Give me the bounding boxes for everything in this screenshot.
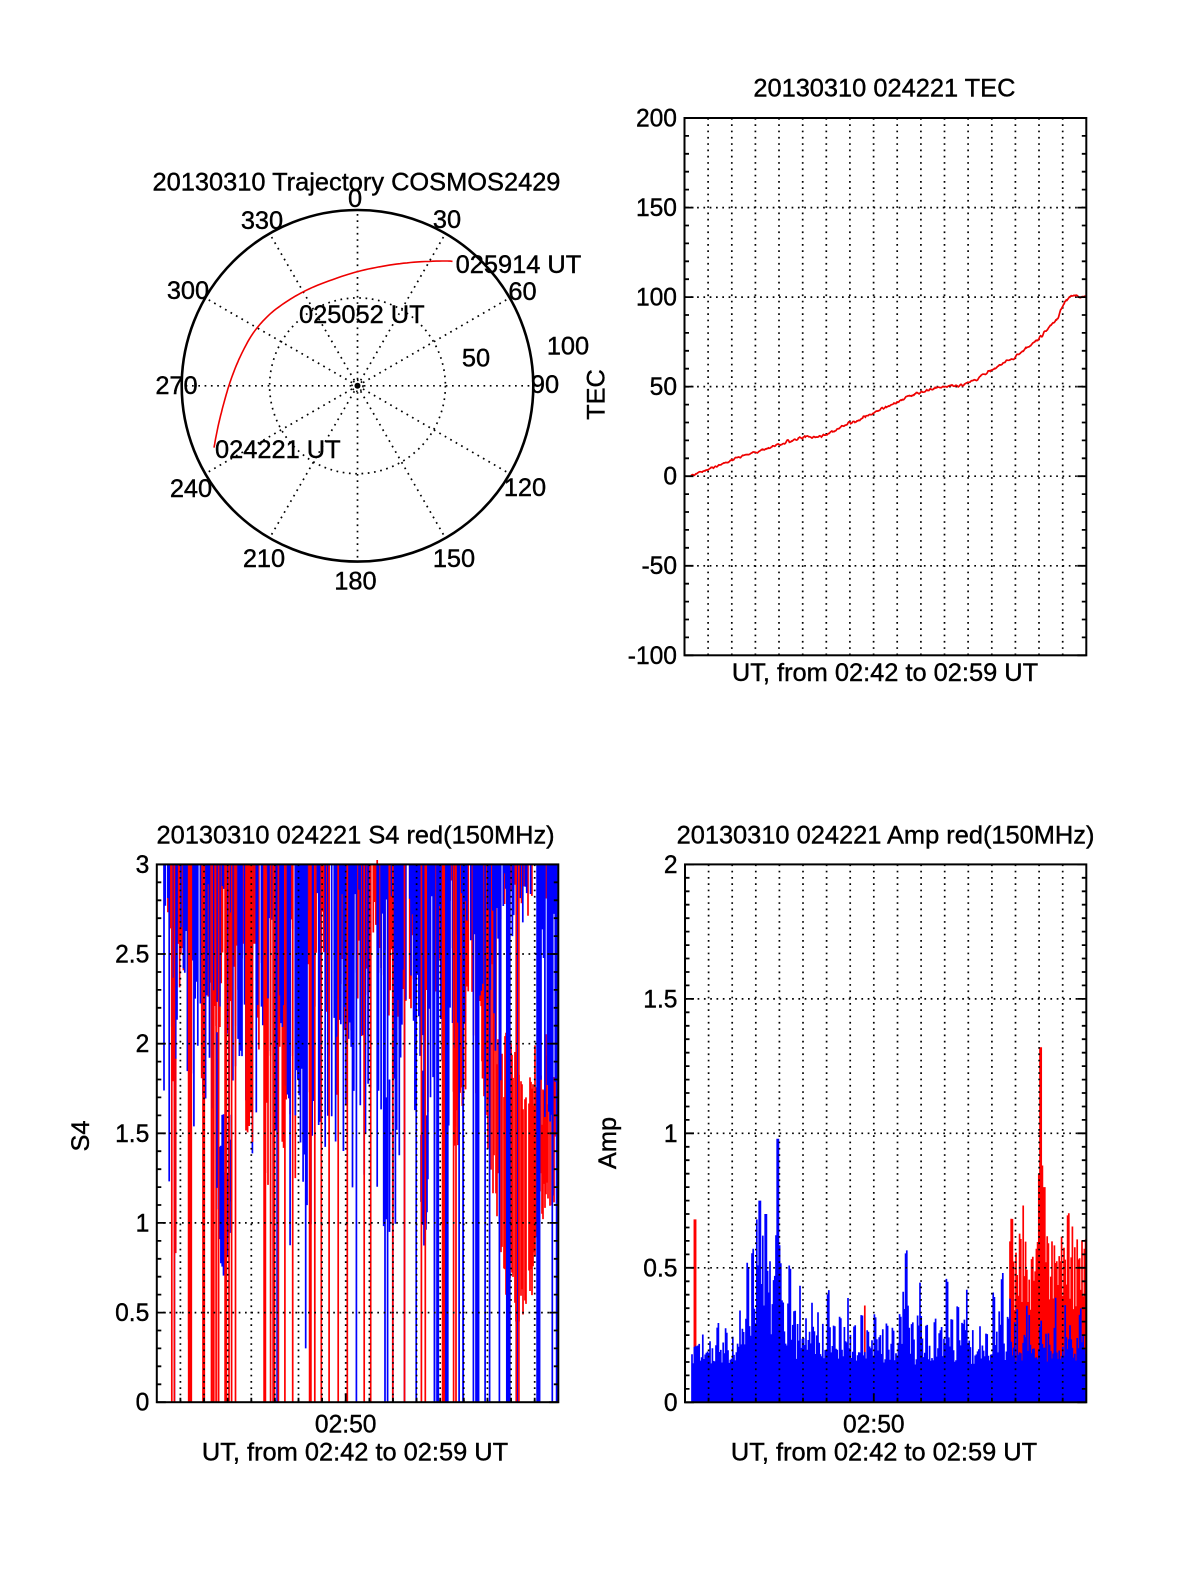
svg-text:100: 100 xyxy=(636,285,677,312)
svg-text:0.5: 0.5 xyxy=(643,1255,677,1282)
svg-text:1.5: 1.5 xyxy=(115,1121,149,1148)
svg-text:50: 50 xyxy=(462,344,490,372)
svg-text:02:50: 02:50 xyxy=(315,1412,377,1439)
svg-text:3: 3 xyxy=(136,852,150,879)
svg-text:2.5: 2.5 xyxy=(115,942,149,969)
svg-text:UT, from 02:42 to 02:59 UT: UT, from 02:42 to 02:59 UT xyxy=(732,659,1038,687)
svg-text:150: 150 xyxy=(433,545,475,573)
svg-text:0: 0 xyxy=(664,1390,678,1417)
svg-text:20130310 Trajectory COSMOS2429: 20130310 Trajectory COSMOS2429 xyxy=(153,169,561,197)
svg-text:024221 UT: 024221 UT xyxy=(215,436,341,464)
svg-text:1: 1 xyxy=(664,1121,678,1148)
svg-text:025052 UT: 025052 UT xyxy=(299,301,425,329)
svg-text:210: 210 xyxy=(243,545,285,573)
svg-text:0: 0 xyxy=(136,1390,150,1417)
svg-text:20130310 024221 S4 red(150MHz): 20130310 024221 S4 red(150MHz) xyxy=(157,822,555,850)
svg-text:1: 1 xyxy=(136,1210,150,1237)
svg-text:-50: -50 xyxy=(641,553,677,580)
svg-text:150: 150 xyxy=(636,195,677,222)
svg-text:2: 2 xyxy=(664,852,678,879)
svg-text:60: 60 xyxy=(508,278,536,306)
svg-text:0: 0 xyxy=(663,464,677,491)
svg-text:100: 100 xyxy=(547,332,589,360)
svg-text:UT, from 02:42 to 02:59 UT: UT, from 02:42 to 02:59 UT xyxy=(731,1439,1037,1467)
svg-text:330: 330 xyxy=(241,207,283,235)
svg-text:300: 300 xyxy=(167,277,209,305)
svg-text:0.5: 0.5 xyxy=(115,1300,149,1327)
svg-text:20130310 024221 Amp red(150MHz: 20130310 024221 Amp red(150MHz) xyxy=(677,822,1095,850)
svg-text:0: 0 xyxy=(348,185,362,213)
svg-text:120: 120 xyxy=(504,474,546,502)
svg-text:S4: S4 xyxy=(67,1120,95,1151)
svg-text:240: 240 xyxy=(170,475,212,503)
svg-text:UT, from 02:42 to 02:59 UT: UT, from 02:42 to 02:59 UT xyxy=(202,1439,508,1467)
svg-text:Amp: Amp xyxy=(594,1117,622,1169)
svg-text:1.5: 1.5 xyxy=(643,986,677,1013)
svg-text:02:50: 02:50 xyxy=(843,1412,905,1439)
svg-text:200: 200 xyxy=(636,106,677,133)
svg-text:025914 UT: 025914 UT xyxy=(456,251,582,279)
svg-text:50: 50 xyxy=(650,374,677,401)
svg-text:180: 180 xyxy=(334,567,376,595)
svg-text:-100: -100 xyxy=(628,643,677,670)
svg-text:90: 90 xyxy=(531,371,559,399)
svg-text:270: 270 xyxy=(155,372,197,400)
svg-text:2: 2 xyxy=(136,1031,150,1058)
svg-text:TEC: TEC xyxy=(583,369,611,420)
svg-text:30: 30 xyxy=(433,206,461,234)
svg-text:20130310 024221 TEC: 20130310 024221 TEC xyxy=(753,74,1015,102)
